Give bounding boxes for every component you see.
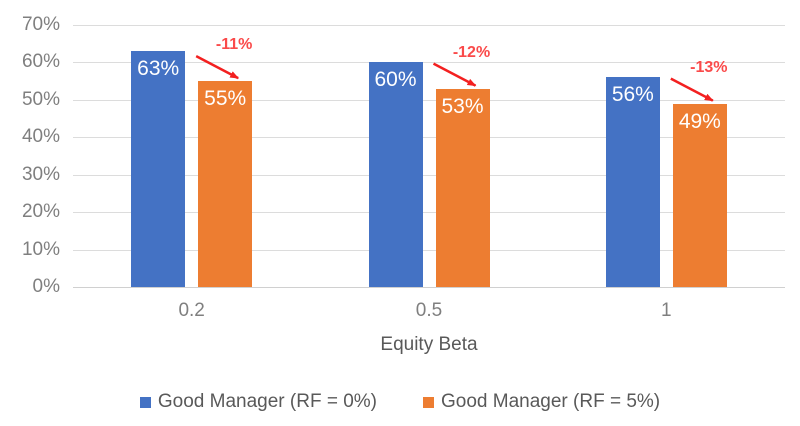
legend-label: Good Manager (RF = 0%) <box>157 391 377 412</box>
legend: Good Manager (RF = 0%) Good Manager (RF =… <box>0 391 800 413</box>
bar-value-label: 49% <box>678 109 721 133</box>
x-axis-line <box>73 287 785 288</box>
gridline <box>73 99 785 101</box>
y-tick-label: 30% <box>21 163 60 185</box>
x-axis-title: Equity Beta <box>380 334 478 355</box>
y-tick-label: 60% <box>21 51 60 73</box>
bar-series2: 55% <box>198 81 253 287</box>
y-tick-label: 10% <box>21 238 60 260</box>
gridline <box>73 174 785 176</box>
plot-area <box>73 25 785 288</box>
bar-value-label: 56% <box>611 83 654 107</box>
gridline <box>73 137 785 139</box>
annotation-label: -11% <box>215 36 253 54</box>
gridline <box>73 249 785 251</box>
annotation-label: -12% <box>452 43 491 61</box>
gridline <box>73 25 785 26</box>
bar-series1: 60% <box>368 62 423 287</box>
gridline <box>73 62 785 64</box>
legend-marker-square <box>139 396 151 408</box>
bar-series2: 49% <box>672 103 727 287</box>
y-tick-label: 70% <box>21 14 60 35</box>
bar-value-label: 60% <box>374 68 417 92</box>
x-tick-label: 0.5 <box>415 300 443 321</box>
bar-value-label: 63% <box>137 57 180 81</box>
y-tick-label: 0% <box>32 276 60 297</box>
legend-label: Good Manager (RF = 5%) <box>441 391 661 412</box>
y-tick-label: 20% <box>21 201 60 223</box>
x-tick-label: 0.2 <box>178 300 205 321</box>
x-tick-label: 1 <box>661 300 672 321</box>
bar-value-label: 55% <box>204 87 247 111</box>
annotation-label: -13% <box>690 58 728 76</box>
bar-series2: 53% <box>435 88 490 287</box>
legend-item-series1: Good Manager (RF = 0%) <box>139 391 377 413</box>
bar-value-label: 53% <box>441 94 484 118</box>
y-tick-label: 50% <box>21 88 60 110</box>
bar-series1: 63% <box>131 51 186 287</box>
bar-series1: 56% <box>605 77 660 287</box>
y-tick-label: 40% <box>21 126 60 148</box>
gridline <box>73 212 785 214</box>
legend-marker-square <box>423 396 434 408</box>
legend-item-series2: Good Manager (RF = 5%) <box>423 391 660 413</box>
